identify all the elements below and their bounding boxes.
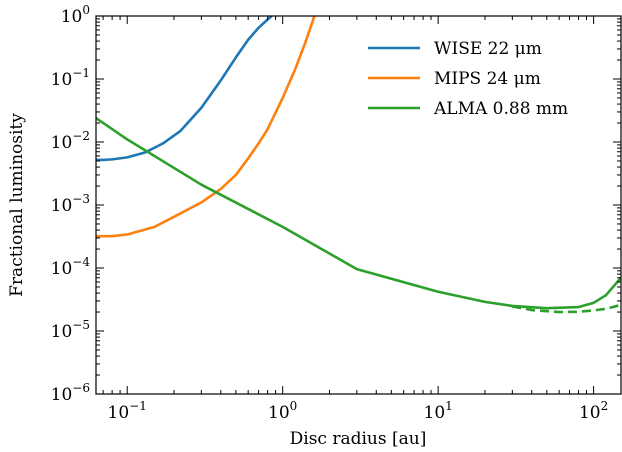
- x-tick-label-3: 102: [579, 399, 608, 423]
- x-tick-label-0: 10−1: [108, 399, 147, 423]
- series-layer: [96, 16, 621, 314]
- y-tick-label-5: 10−1: [51, 66, 90, 90]
- series-line-3: [512, 303, 621, 314]
- x-tick-label-1: 100: [268, 399, 297, 423]
- y-tick-label-6: 100: [61, 3, 90, 27]
- series-line-1: [96, 16, 316, 238]
- y-axis-label: Fractional luminosity: [7, 113, 27, 297]
- legend: WISE 22 μm MIPS 24 μm ALMA 0.88 mm: [368, 39, 568, 119]
- plot-frame: [95, 15, 622, 395]
- y-tick-label-0: 10−6: [51, 381, 90, 405]
- y-tick-label-4: 10−2: [51, 129, 90, 153]
- series-line-2: [96, 116, 621, 310]
- x-tick-label-2: 101: [424, 399, 453, 423]
- series-line-0: [96, 16, 273, 162]
- legend-label-0: WISE 22 μm: [434, 39, 542, 59]
- ticks-layer: 10−1 100 101 102 10−6 10−5 10−4 10−3 10−2 10−1 100: [51, 3, 621, 423]
- y-tick-label-2: 10−4: [51, 255, 91, 279]
- legend-label-2: ALMA 0.88 mm: [433, 99, 568, 119]
- legend-label-1: MIPS 24 μm: [434, 69, 541, 89]
- y-tick-label-3: 10−3: [51, 192, 90, 216]
- y-tick-label-1: 10−5: [51, 318, 90, 342]
- x-axis-label: Disc radius [au]: [290, 429, 427, 449]
